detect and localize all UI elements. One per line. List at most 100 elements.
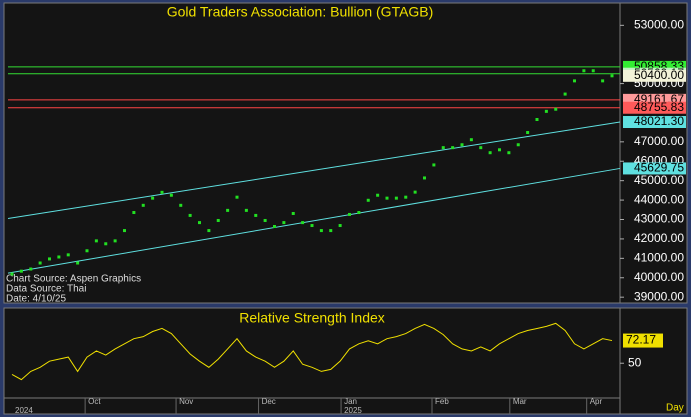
y-tick-label: 53000.00: [634, 18, 684, 32]
price-dot: [151, 196, 155, 200]
price-dot: [235, 195, 239, 199]
y-tick-label: 42000.00: [634, 231, 684, 245]
price-dot: [535, 118, 539, 122]
price-dot: [376, 193, 380, 197]
price-dot: [385, 196, 389, 200]
price-dot: [244, 208, 248, 212]
price-dot: [57, 255, 61, 259]
price-dot: [254, 213, 258, 217]
x-tick-label: Jan: [344, 397, 357, 406]
level-label-bg: [623, 162, 686, 175]
y-tick-label: 41000.00: [634, 251, 684, 265]
price-dot: [544, 109, 548, 113]
price-dot: [291, 211, 295, 215]
price-dot: [404, 195, 408, 199]
price-dot: [226, 208, 230, 212]
price-dot: [207, 229, 211, 233]
price-dot: [104, 242, 108, 246]
x-tick-label: Mar: [513, 397, 527, 406]
price-dot: [469, 138, 473, 142]
price-dot: [329, 229, 333, 233]
x-tick-label: Nov: [179, 397, 193, 406]
annotation: Chart Source: Aspen Graphics: [6, 274, 141, 285]
y-tick-label: 50: [628, 355, 642, 369]
price-dot: [394, 196, 398, 200]
price-dot: [526, 131, 530, 135]
price-dot: [479, 146, 483, 150]
price-dot: [366, 198, 370, 202]
price-dot: [113, 239, 117, 243]
level-label: 48021.30: [634, 114, 684, 128]
price-dot: [591, 69, 595, 73]
price-dot: [441, 146, 445, 150]
price-dot: [198, 221, 201, 225]
y-tick-label: 39000.00: [634, 289, 684, 303]
price-dot: [19, 269, 23, 273]
price-dot: [38, 261, 42, 265]
price-dot: [160, 190, 164, 194]
annotation: Date: 4/10/25: [6, 294, 66, 305]
price-dot: [554, 107, 558, 111]
price-dot: [263, 218, 267, 222]
price-dot: [66, 253, 70, 257]
price-dot: [507, 151, 511, 155]
rsi-panel: [3, 307, 688, 415]
price-dot: [10, 272, 14, 276]
rsi-label-bg: [623, 333, 663, 348]
level-label-bg: [623, 116, 686, 129]
price-dot: [29, 267, 33, 271]
price-dot: [273, 224, 276, 228]
price-dot: [338, 224, 342, 228]
annotation: Data Source: Thai: [6, 284, 86, 295]
price-dot: [132, 211, 136, 215]
level-label: 48755.83: [634, 100, 684, 114]
price-dot: [94, 239, 98, 243]
price-dot: [488, 151, 492, 155]
x-axis-label: Day: [666, 403, 684, 414]
x-tick-label: Dec: [262, 397, 276, 406]
price-dot: [601, 79, 605, 83]
chart-title: Gold Traders Association: Bullion (GTAGB…: [167, 4, 434, 20]
price-dot: [460, 143, 464, 147]
price-panel: [3, 2, 688, 304]
x-tick-label: Apr: [590, 397, 603, 406]
price-dot: [123, 229, 126, 233]
level-label-bg: [623, 69, 686, 82]
price-dot: [610, 74, 614, 78]
level-label: 50400.00: [634, 68, 684, 82]
level-label-bg: [623, 101, 686, 114]
y-tick-label: 47000.00: [634, 134, 684, 148]
x-tick-label: Oct: [88, 397, 101, 406]
price-dot: [188, 213, 192, 217]
rsi-title: Relative Strength Index: [239, 310, 385, 326]
price-dot: [141, 203, 145, 207]
price-dot: [348, 212, 351, 216]
price-dot: [357, 211, 361, 215]
price-dot: [563, 92, 567, 96]
y-tick-label: 44000.00: [634, 192, 684, 206]
channel-line: [7, 121, 621, 220]
price-dot: [301, 221, 305, 225]
price-dot: [76, 261, 80, 265]
price-dot: [582, 69, 586, 73]
price-dot: [216, 218, 220, 222]
price-dot: [573, 79, 576, 83]
price-dot: [413, 190, 417, 194]
year-label: 2025: [344, 406, 362, 415]
year-label: 2024: [15, 406, 33, 415]
price-dot: [179, 203, 183, 207]
price-dot: [516, 143, 520, 147]
y-tick-label: 45000.00: [634, 173, 684, 187]
price-dot: [85, 249, 89, 253]
level-label: 45629.75: [634, 161, 684, 175]
price-dot: [451, 146, 455, 150]
y-tick-label: 40000.00: [634, 270, 684, 284]
price-dot: [169, 193, 173, 197]
price-dot: [48, 257, 51, 261]
channel-line: [7, 167, 621, 274]
price-dot: [310, 224, 314, 228]
price-dot: [423, 176, 426, 180]
price-dot: [282, 221, 286, 225]
x-tick-label: Feb: [435, 397, 449, 406]
